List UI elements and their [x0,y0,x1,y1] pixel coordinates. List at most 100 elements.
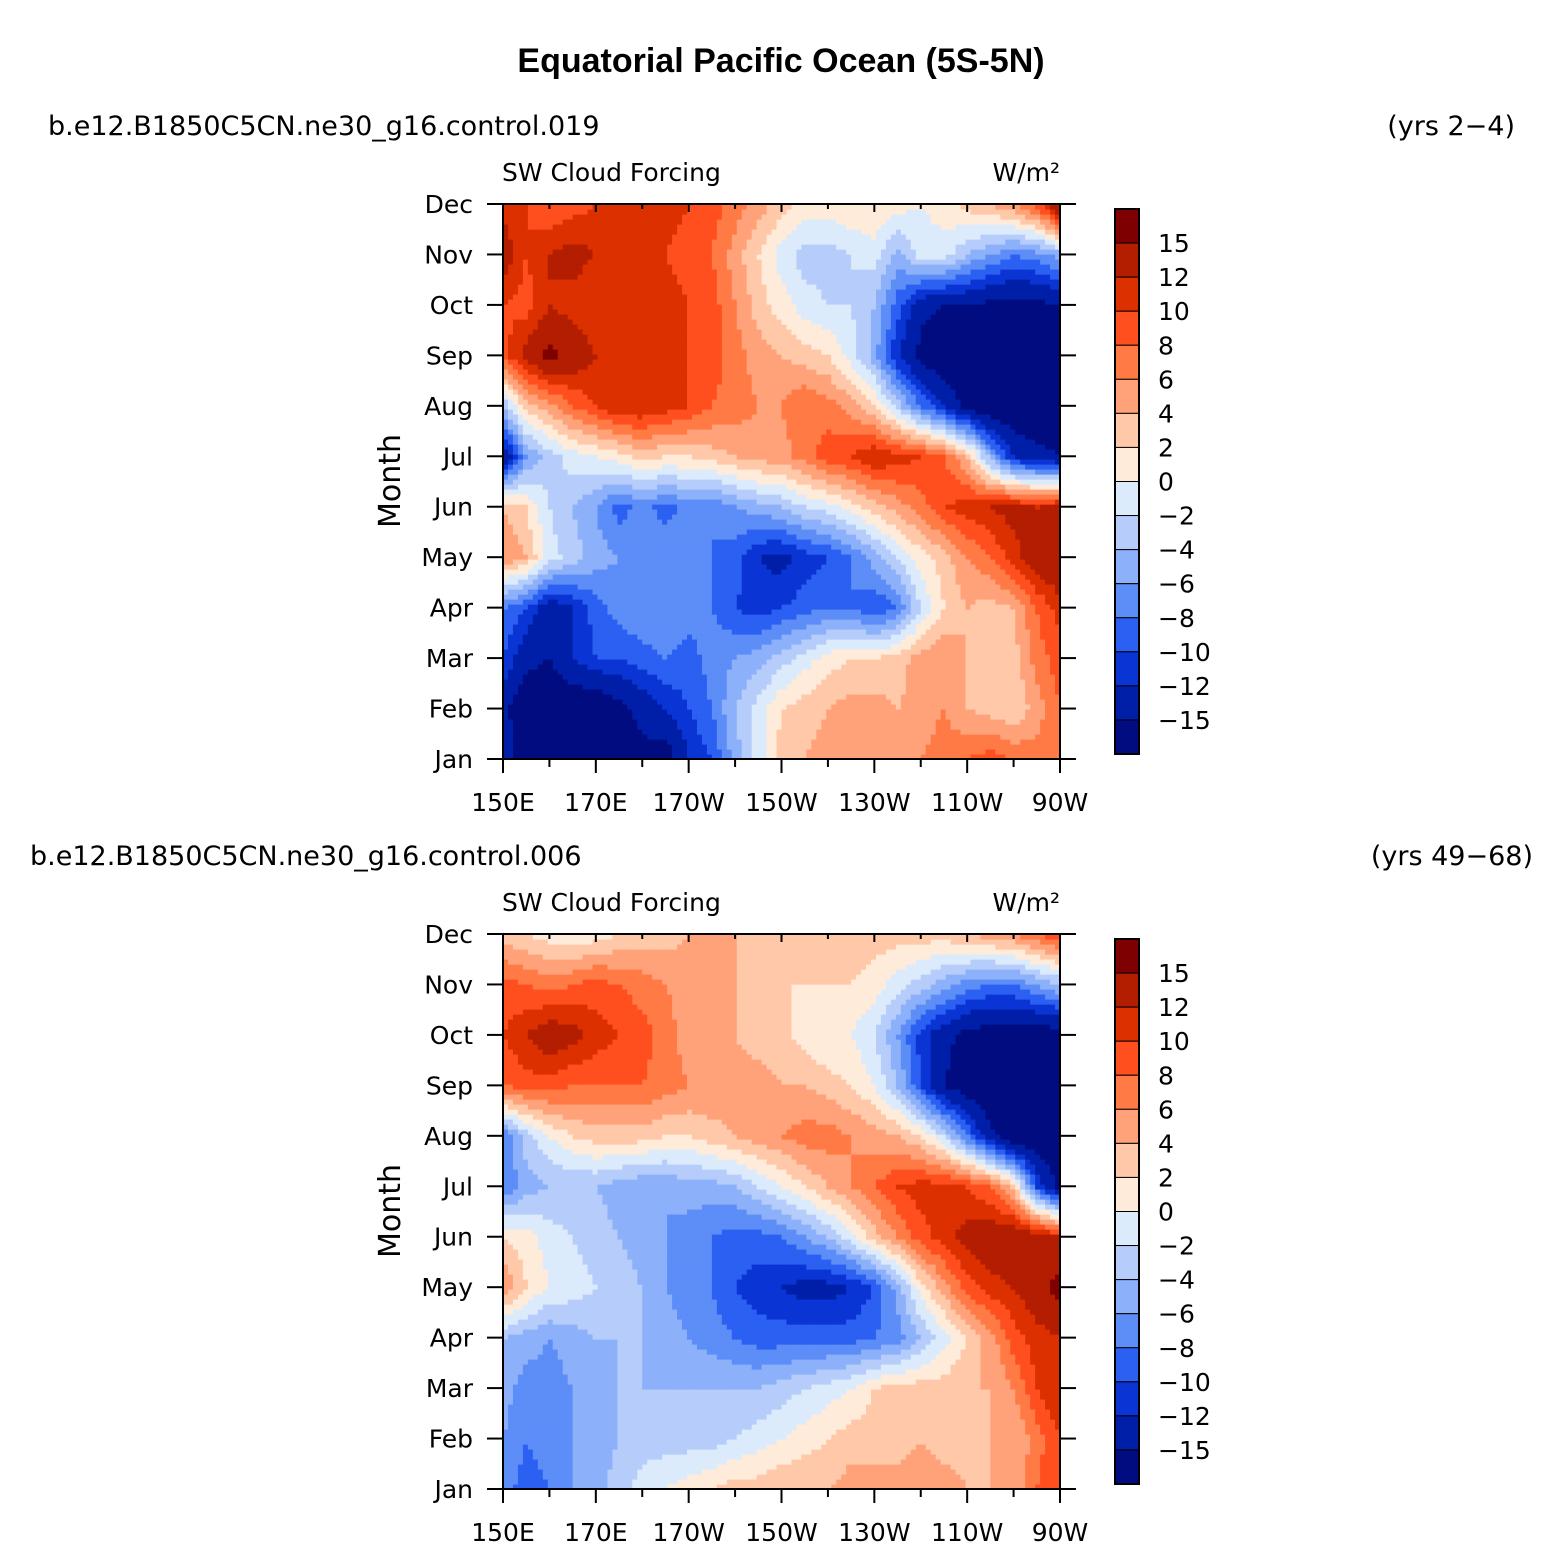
heatmap-cell [880,554,887,560]
heatmap-cell [791,539,798,545]
heatmap-cell [761,564,768,570]
heatmap-cell [985,734,991,740]
heatmap-cell [652,714,658,720]
heatmap-cell [925,659,932,665]
heatmap-cell [846,604,852,610]
heatmap-cell [716,639,723,645]
heatmap-cell [796,744,802,750]
heatmap-cell [731,719,738,725]
heatmap-cell [582,699,589,705]
heatmap-cell [756,624,763,630]
heatmap-cell [542,719,549,725]
heatmap-cell [721,644,728,650]
heatmap-cell [1025,644,1031,650]
heatmap-cell [517,754,524,760]
heatmap-cell [960,604,967,610]
heatmap-cell [915,754,922,760]
heatmap-cell [875,709,882,715]
heatmap-cell [1020,604,1026,610]
heatmap-cell [517,589,524,595]
heatmap-cell [970,624,977,630]
heatmap-cell [682,629,688,635]
heatmap-cell [880,754,887,760]
heatmap-cell [1000,679,1006,685]
heatmap-cell [990,709,996,715]
heatmap-cell [1015,694,1021,700]
heatmap-cell [965,689,972,695]
heatmap-cell [861,549,867,555]
heatmap-cell [915,644,922,650]
heatmap-cell [647,544,653,550]
heatmap-cell [657,534,663,540]
heatmap-cell [1035,564,1041,570]
heatmap-cell [995,544,1001,550]
heatmap-cell [512,624,519,630]
heatmap-cell [721,689,728,695]
heatmap-cell [1040,549,1046,555]
heatmap-cell [612,699,618,705]
heatmap-cell [706,569,713,575]
heatmap-cell [781,569,788,575]
heatmap-cell [890,724,897,730]
heatmap-cell [756,714,763,720]
heatmap-cell [980,669,986,675]
heatmap-cell [602,684,609,690]
heatmap-cell [806,554,812,560]
heatmap-cell [632,544,638,550]
heatmap-cell [721,729,728,735]
heatmap-cell [567,659,574,665]
heatmap-cell [831,614,837,620]
heatmap-cell [1025,684,1031,690]
heatmap-cell [990,574,996,580]
heatmap-cell [816,659,822,665]
heatmap-cell [796,624,802,630]
heatmap-cell [940,714,947,720]
heatmap-cell [890,574,897,580]
heatmap-cell [950,734,957,740]
heatmap-cell [751,714,758,720]
heatmap-cell [990,544,996,550]
heatmap-cell [806,639,812,645]
heatmap-cell [622,584,628,590]
heatmap-cell [995,724,1001,730]
heatmap-cell [607,679,614,685]
heatmap-cell [696,699,703,705]
heatmap-cell [507,604,514,610]
heatmap-cell [1025,539,1031,545]
heatmap-cell [667,729,673,735]
heatmap-cell [632,709,638,715]
heatmap-cell [771,644,778,650]
heatmap-cell [766,589,773,595]
heatmap-cell [915,674,922,680]
heatmap-cell [1040,694,1046,700]
heatmap-cell [667,619,673,625]
heatmap-cell [507,734,514,740]
heatmap-cell [607,724,614,730]
heatmap-cell [975,664,982,670]
heatmap-cell [900,684,907,690]
heatmap-cell [1050,549,1056,555]
heatmap-cell [706,554,713,560]
heatmap-cell [512,554,519,560]
heatmap-cell [672,599,678,605]
heatmap-cell [880,579,887,585]
heatmap-cell [866,749,872,755]
heatmap-cell [637,719,643,725]
heatmap-cell [597,689,604,695]
heatmap-cell [527,659,534,665]
heatmap-cell [915,579,922,585]
heatmap-cell [871,629,877,635]
heatmap-cell [741,609,748,615]
heatmap-cell [582,584,589,590]
heatmap-cell [731,749,738,755]
heatmap-cell [622,559,628,565]
heatmap-cell [587,699,594,705]
heatmap-cell [880,609,887,615]
heatmap-cell [672,584,678,590]
heatmap-cell [597,674,604,680]
heatmap-cell [503,549,509,555]
heatmap-cell [652,544,658,550]
heatmap-cell [751,664,758,670]
heatmap-cell [512,749,519,755]
heatmap-cell [920,599,927,605]
